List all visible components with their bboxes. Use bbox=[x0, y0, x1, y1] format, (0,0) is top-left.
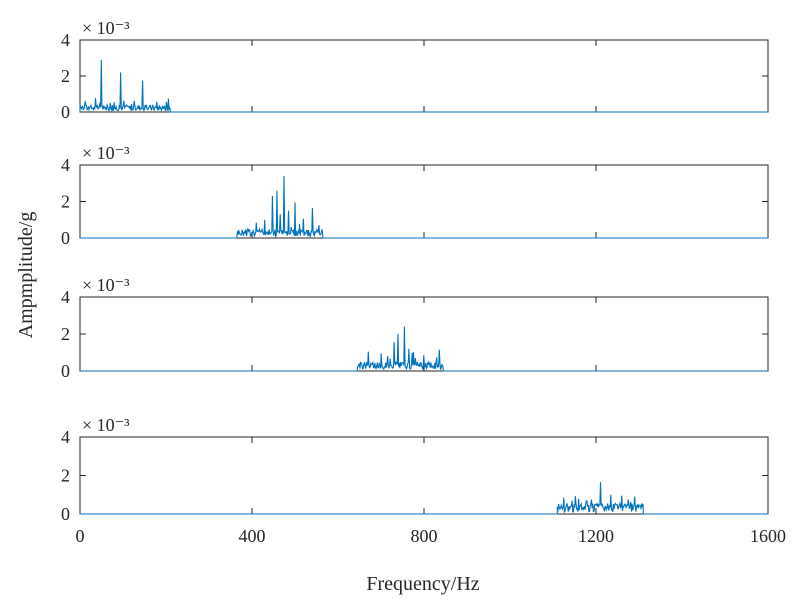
y-tick-label: 2 bbox=[61, 324, 70, 344]
axes-box bbox=[79, 39, 769, 113]
y-tick-label: 0 bbox=[61, 102, 70, 122]
y-tick-label: 4 bbox=[61, 287, 70, 307]
spectrum-series bbox=[80, 482, 768, 515]
x-tick-label: 800 bbox=[411, 526, 438, 546]
exponent-label: × 10⁻³ bbox=[82, 143, 130, 163]
y-tick-label: 0 bbox=[61, 228, 70, 248]
y-axis-label: Ampmplitude/g bbox=[15, 212, 37, 339]
exponent-label: × 10⁻³ bbox=[82, 415, 130, 435]
x-tick-label: 1600 bbox=[750, 526, 786, 546]
subplot-4: 0 2 4 0 400 800 1200 1600 × 10⁻³ bbox=[61, 415, 786, 546]
exponent-label: × 10⁻³ bbox=[82, 18, 130, 38]
y-tick-label: 2 bbox=[61, 66, 70, 86]
y-tick-label: 2 bbox=[61, 466, 70, 486]
y-tick-label: 4 bbox=[61, 30, 70, 50]
y-tick-label: 0 bbox=[61, 361, 70, 381]
y-tick-label: 4 bbox=[61, 155, 70, 175]
subplot-1: 0 2 4 × 10⁻³ bbox=[61, 18, 769, 122]
exponent-label: × 10⁻³ bbox=[82, 275, 130, 295]
axes-box bbox=[79, 164, 769, 239]
x-tick-label: 1200 bbox=[578, 526, 614, 546]
x-tick-label: 0 bbox=[76, 526, 85, 546]
y-tick-label: 2 bbox=[61, 192, 70, 212]
y-tick-label: 4 bbox=[61, 427, 70, 447]
y-tick-label: 0 bbox=[61, 504, 70, 524]
x-axis-label: Frequency/Hz bbox=[366, 573, 479, 595]
axes-box bbox=[79, 436, 769, 515]
spectrum-series bbox=[80, 175, 768, 239]
subplot-panels: 0 2 4 × 10⁻³ 0 2 4 × 10⁻³ 0 2 4 × 10⁻³ 0 2 4 0 400 800 120… bbox=[61, 18, 786, 546]
subplot-3: 0 2 4 × 10⁻³ bbox=[61, 275, 769, 381]
spectrum-series bbox=[80, 326, 768, 372]
subplot-2: 0 2 4 × 10⁻³ bbox=[61, 143, 769, 248]
spectrum-series bbox=[79, 59, 768, 113]
x-tick-label: 400 bbox=[239, 526, 266, 546]
